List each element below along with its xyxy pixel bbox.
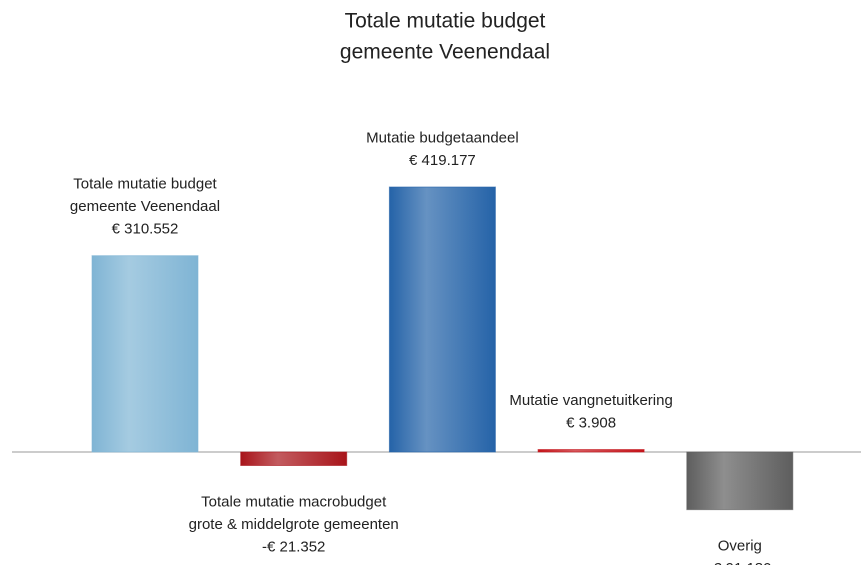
bar <box>388 186 496 453</box>
category-label: grote & middelgrote gemeenten <box>189 516 399 533</box>
bar <box>91 255 199 453</box>
chart-title: Totale mutatie budget <box>345 10 546 33</box>
value-label: € 419.177 <box>409 152 476 169</box>
value-label: € 3.908 <box>566 414 616 431</box>
bar <box>537 449 645 453</box>
category-label: Totale mutatie macrobudget <box>201 493 387 510</box>
category-label: gemeente Veenendaal <box>70 198 220 215</box>
value-label: € 310.552 <box>112 221 179 238</box>
chart-title: gemeente Veenendaal <box>340 41 550 64</box>
category-label: Totale mutatie budget <box>73 176 217 193</box>
category-label: Overig <box>718 538 762 555</box>
bar <box>686 451 794 511</box>
value-label: -€ 91.180 <box>708 560 771 565</box>
value-label: -€ 21.352 <box>262 538 325 555</box>
bar <box>240 451 348 466</box>
category-label: Mutatie vangnetuitkering <box>509 392 672 409</box>
category-label: Mutatie budgetaandeel <box>366 129 519 146</box>
